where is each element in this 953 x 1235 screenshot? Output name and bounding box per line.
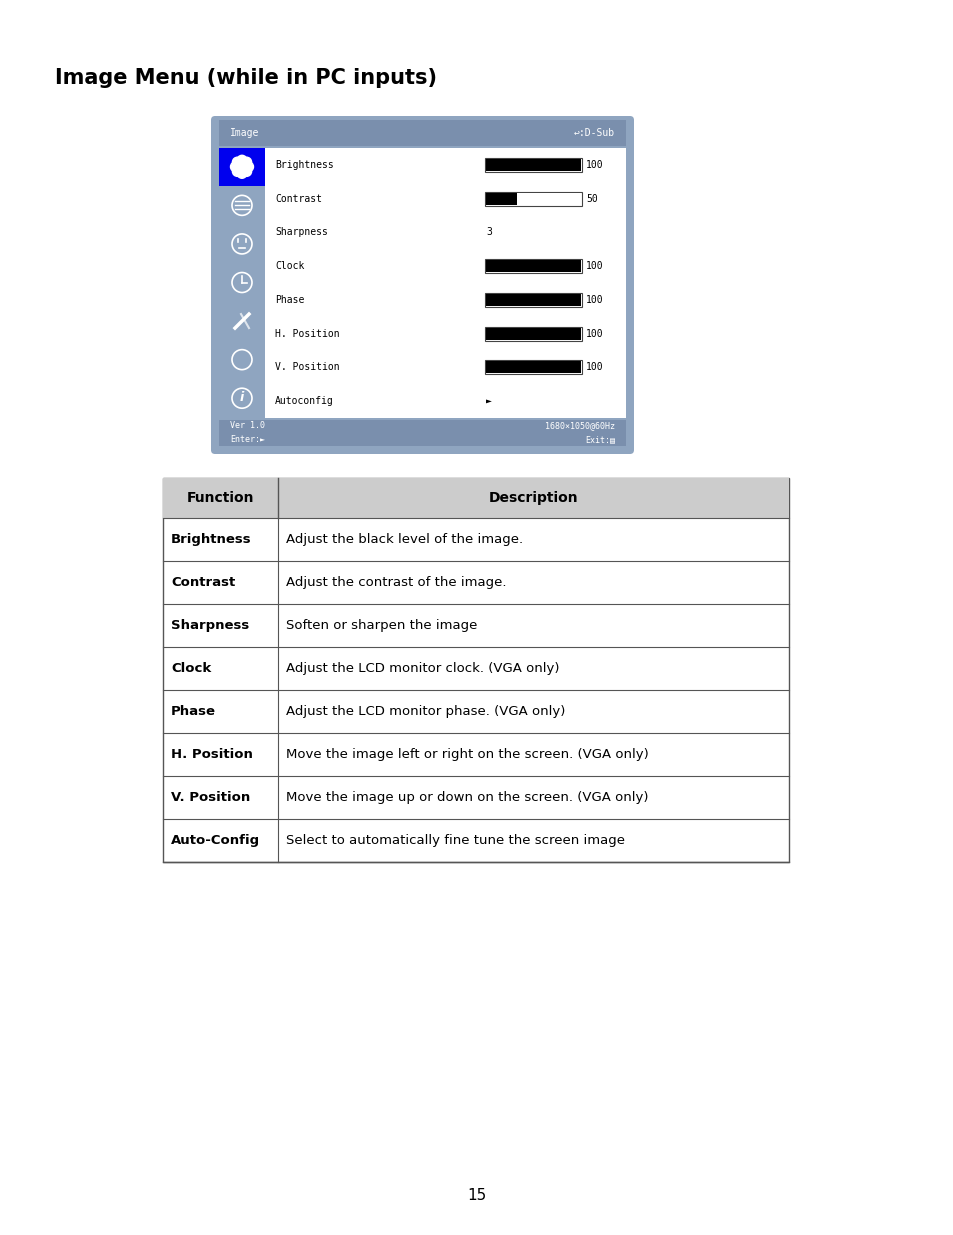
Text: Soften or sharpen the image: Soften or sharpen the image [286,619,476,632]
Circle shape [241,157,252,167]
Text: Adjust the black level of the image.: Adjust the black level of the image. [286,534,522,546]
Text: 100: 100 [585,159,603,170]
Text: Enter:►: Enter:► [230,436,265,445]
Bar [219,303,265,340]
Text: 1680×1050@60Hz: 1680×1050@60Hz [544,421,615,431]
Text: Move the image up or down on the screen. (VGA only): Move the image up or down on the screen.… [286,790,648,804]
Text: Sharpness: Sharpness [274,227,328,237]
Text: Function: Function [187,492,254,505]
Text: Phase: Phase [171,705,215,718]
Text: Auto-Config: Auto-Config [171,834,260,847]
Bar [517,193,580,205]
Text: Brightness: Brightness [274,159,334,170]
Text: 100: 100 [585,362,603,373]
Bar [163,478,788,862]
Text: Phase: Phase [274,295,304,305]
Text: Move the image left or right on the screen. (VGA only): Move the image left or right on the scre… [286,748,648,761]
Bar [485,159,580,170]
Text: Exit:▤: Exit:▤ [584,436,615,445]
Circle shape [233,157,242,167]
Bar [484,293,581,306]
Text: 100: 100 [585,261,603,272]
Text: H. Position: H. Position [274,329,339,338]
Text: V. Position: V. Position [274,362,339,373]
Text: ►: ► [485,396,492,406]
Circle shape [239,164,245,169]
Bar [484,191,581,205]
Text: Clock: Clock [171,662,211,676]
Bar [219,148,265,185]
Bar [219,420,625,446]
Text: Adjust the LCD monitor clock. (VGA only): Adjust the LCD monitor clock. (VGA only) [286,662,558,676]
Circle shape [231,162,240,172]
Text: Adjust the contrast of the image.: Adjust the contrast of the image. [286,576,506,589]
Bar [484,326,581,341]
Bar [484,158,581,172]
Text: i: i [239,390,244,404]
FancyBboxPatch shape [211,116,634,454]
Bar [219,264,265,301]
Bar [219,379,265,417]
Text: 100: 100 [585,329,603,338]
Bar [485,327,580,340]
Bar [219,225,265,263]
Text: Contrast: Contrast [171,576,235,589]
Bar [219,120,625,146]
Bar [163,478,788,517]
Text: Brightness: Brightness [171,534,252,546]
Text: Sharpness: Sharpness [171,619,249,632]
Circle shape [236,156,247,165]
Text: Select to automatically fine tune the screen image: Select to automatically fine tune the sc… [286,834,624,847]
Text: V. Position: V. Position [171,790,250,804]
Text: Autoconfig: Autoconfig [274,396,334,406]
Text: ↩:D-Sub: ↩:D-Sub [574,128,615,138]
Circle shape [243,162,253,172]
Circle shape [241,167,252,177]
Text: 3: 3 [485,227,492,237]
Bar [219,186,265,224]
Text: Contrast: Contrast [274,194,322,204]
Bar [484,361,581,374]
Text: Clock: Clock [274,261,304,272]
Text: H. Position: H. Position [171,748,253,761]
Bar [485,294,580,306]
Circle shape [236,168,247,178]
Bar [219,341,265,378]
Text: Image: Image [230,128,259,138]
Text: Image Menu (while in PC inputs): Image Menu (while in PC inputs) [55,68,436,88]
Text: Description: Description [488,492,578,505]
Text: 50: 50 [585,194,598,204]
Bar [485,261,580,272]
Bar [484,259,581,273]
Text: 15: 15 [467,1188,486,1203]
Text: Adjust the LCD monitor phase. (VGA only): Adjust the LCD monitor phase. (VGA only) [286,705,565,718]
Text: Ver 1.0: Ver 1.0 [230,421,265,431]
Text: 100: 100 [585,295,603,305]
Bar [485,193,517,205]
Circle shape [233,167,242,177]
Bar [265,148,625,417]
Bar [485,362,580,373]
